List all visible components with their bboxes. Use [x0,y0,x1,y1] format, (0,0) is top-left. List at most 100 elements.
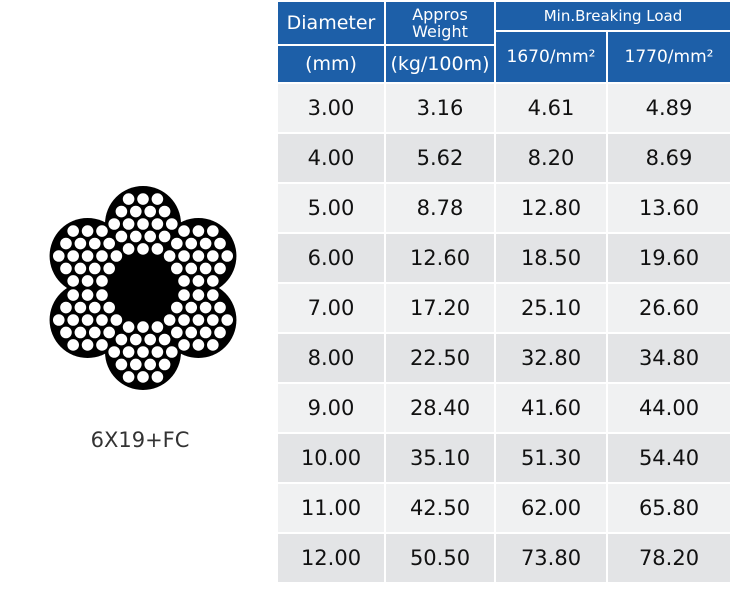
wire [65,223,81,239]
wire [128,332,144,347]
wire [108,248,124,264]
cell-load-1670: 12.80 [520,196,582,220]
wire [162,312,178,328]
wire [72,261,88,276]
wire [135,216,151,232]
column-divider [494,234,496,282]
cell-load-1770: 8.69 [645,146,693,170]
wire [191,248,206,264]
wire [94,273,110,289]
wire [101,325,117,340]
wire [128,204,144,219]
wire [87,236,103,251]
wire [135,191,151,207]
wire [157,332,172,347]
wire [149,241,165,257]
wire [106,344,122,360]
wire [58,261,74,276]
column-divider [384,234,386,282]
column-divider [494,334,496,382]
cell-diameter: 6.00 [307,246,355,270]
cell-load-1670: 73.80 [520,546,582,570]
wire [128,229,144,244]
column-divider [606,334,608,382]
wire [191,337,206,353]
wire [94,312,110,328]
wire [176,337,192,353]
column-divider [606,84,608,132]
wire [80,248,95,264]
cell-load-1770: 54.40 [638,446,700,470]
table-row: 10.00 35.10 51.30 54.40 [278,434,730,482]
cell-load-1770: 19.60 [638,246,700,270]
wire [191,312,206,328]
wire [212,325,228,340]
wire [149,369,165,385]
wire [94,287,110,303]
wire [212,300,228,315]
wire [121,191,136,207]
wire [198,236,214,251]
table-row: 9.00 28.40 41.60 44.00 [278,384,730,432]
table-row: 8.00 22.50 32.80 34.80 [278,334,730,382]
wire [176,248,192,264]
cell-load-1670: 51.30 [520,446,582,470]
wire [142,204,158,219]
wire [72,325,88,340]
cell-diameter: 9.00 [307,396,355,420]
header-weight-line1: Appros [412,5,468,24]
wire [121,344,136,360]
column-divider [606,284,608,332]
table-row: 6.00 12.60 18.50 19.60 [278,234,730,282]
wire [80,337,95,353]
wire [183,261,199,276]
wire [51,312,67,328]
wire [205,248,221,264]
wire [80,287,95,303]
wire [212,261,228,276]
wire [101,236,117,251]
cell-diameter: 8.00 [307,346,355,370]
table-row: 3.00 3.16 4.61 4.89 [278,84,730,132]
wire [114,229,129,244]
wire [157,357,172,372]
cell-weight: 5.62 [416,146,464,170]
column-divider [494,134,496,182]
rope-cross-section-svg [49,186,237,390]
cell-load-1670: 25.10 [520,296,582,320]
wire [65,312,81,328]
header-diameter: Diameter [278,2,384,44]
column-divider [606,234,608,282]
column-divider [494,534,496,582]
cell-load-1670: 41.60 [520,396,582,420]
wire [198,300,214,315]
column-divider [494,484,496,532]
column-divider [606,134,608,182]
wire [191,273,206,289]
column-divider [494,84,496,132]
header-weight-unit: (kg/100m) [386,46,494,82]
column-divider [606,484,608,532]
column-divider [494,384,496,432]
wire [65,248,81,264]
column-divider [606,384,608,432]
fiber-core [101,246,185,330]
wire [219,248,235,264]
wire [101,261,117,276]
wire [106,216,122,232]
cell-weight: 35.10 [409,446,471,470]
wire [108,312,124,328]
wire [65,287,81,303]
wire [157,204,172,219]
wire [72,300,88,315]
cell-load-1670: 4.61 [527,96,575,120]
wire [94,248,110,264]
cell-weight: 42.50 [409,496,471,520]
column-divider [384,384,386,432]
cell-load-1770: 13.60 [638,196,700,220]
wire [94,223,110,239]
table-row: 12.00 50.50 73.80 78.20 [278,534,730,582]
wire [183,300,199,315]
cell-diameter: 3.00 [307,96,355,120]
wire [169,300,185,315]
